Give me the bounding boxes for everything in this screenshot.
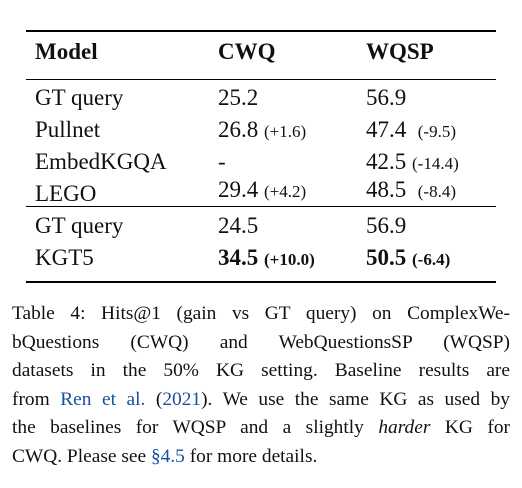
- row-gt-query-1-cwq: 25.2: [218, 85, 259, 110]
- row-gt-query-1-wqsp: 56.9: [366, 85, 407, 110]
- table-header-rule: [26, 79, 496, 80]
- row-kgt5-model: KGT5: [35, 245, 94, 270]
- header-model: Model: [35, 39, 98, 64]
- citation-link-year[interactable]: 2021: [162, 388, 202, 410]
- row-pullnet-wqsp-gain: (-9.5): [417, 122, 456, 141]
- row-embedkgqa-cwq: -: [218, 149, 226, 174]
- row-gt-query-2-model: GT query: [35, 213, 124, 238]
- row-gt-query-2-wqsp: 56.9: [366, 213, 407, 238]
- row-kgt5-cwq: 34.5 (+10.0): [218, 245, 315, 270]
- row-embedkgqa-wqsp: 42.5 (-14.4): [366, 149, 459, 174]
- row-kgt5-wqsp-gain: (-6.4): [412, 250, 451, 269]
- table-caption: Table 4: Hits@1 (gain vs GT query) on Co…: [12, 300, 510, 471]
- row-pullnet-cwq: 26.8 (+1.6): [218, 117, 307, 142]
- row-pullnet-cwq-gain: (+1.6): [264, 122, 307, 141]
- section-link[interactable]: §4.5: [150, 445, 185, 467]
- caption-emphasis: harder: [378, 417, 431, 438]
- header-cwq: CWQ: [218, 39, 276, 64]
- caption-line-4: from Ren et al. (2021). We use the same …: [12, 388, 510, 410]
- row-gt-query-2-cwq: 24.5: [218, 213, 259, 238]
- header-wqsp: WQSP: [366, 39, 434, 64]
- row-lego-wqsp: 48.5 (-8.4): [366, 177, 456, 202]
- row-pullnet-model: Pullnet: [35, 117, 101, 142]
- caption-line-5: the baselines for WQSP and a slightly ha…: [12, 417, 511, 438]
- caption-line-2: bQuestions (CWQ) and WebQuestionsSP (WQS…: [12, 331, 510, 353]
- table-group-rule: [26, 206, 496, 207]
- table-top-rule: [26, 30, 496, 32]
- row-lego-model: LEGO: [35, 181, 97, 206]
- caption-line-3: datasets in the 50% KG setting. Baseline…: [12, 360, 510, 381]
- row-embedkgqa-wqsp-gain: (-14.4): [412, 154, 459, 173]
- row-lego-cwq: 29.4 (+4.2): [218, 177, 307, 202]
- row-kgt5-cwq-gain: (+10.0): [264, 250, 315, 269]
- caption-line-6: CWQ. Please see §4.5 for more details.: [12, 445, 318, 467]
- row-gt-query-1-model: GT query: [35, 85, 124, 110]
- table-bottom-rule: [26, 281, 496, 283]
- row-kgt5-wqsp: 50.5 (-6.4): [366, 245, 451, 270]
- row-embedkgqa-model: EmbedKGQA: [35, 149, 167, 174]
- caption-line-1: Table 4: Hits@1 (gain vs GT query) on Co…: [12, 303, 510, 324]
- row-pullnet-wqsp: 47.4 (-9.5): [366, 117, 456, 142]
- row-lego-cwq-gain: (+4.2): [264, 182, 307, 201]
- row-lego-wqsp-gain: (-8.4): [417, 182, 456, 201]
- citation-link-ren[interactable]: Ren et al.: [60, 388, 146, 410]
